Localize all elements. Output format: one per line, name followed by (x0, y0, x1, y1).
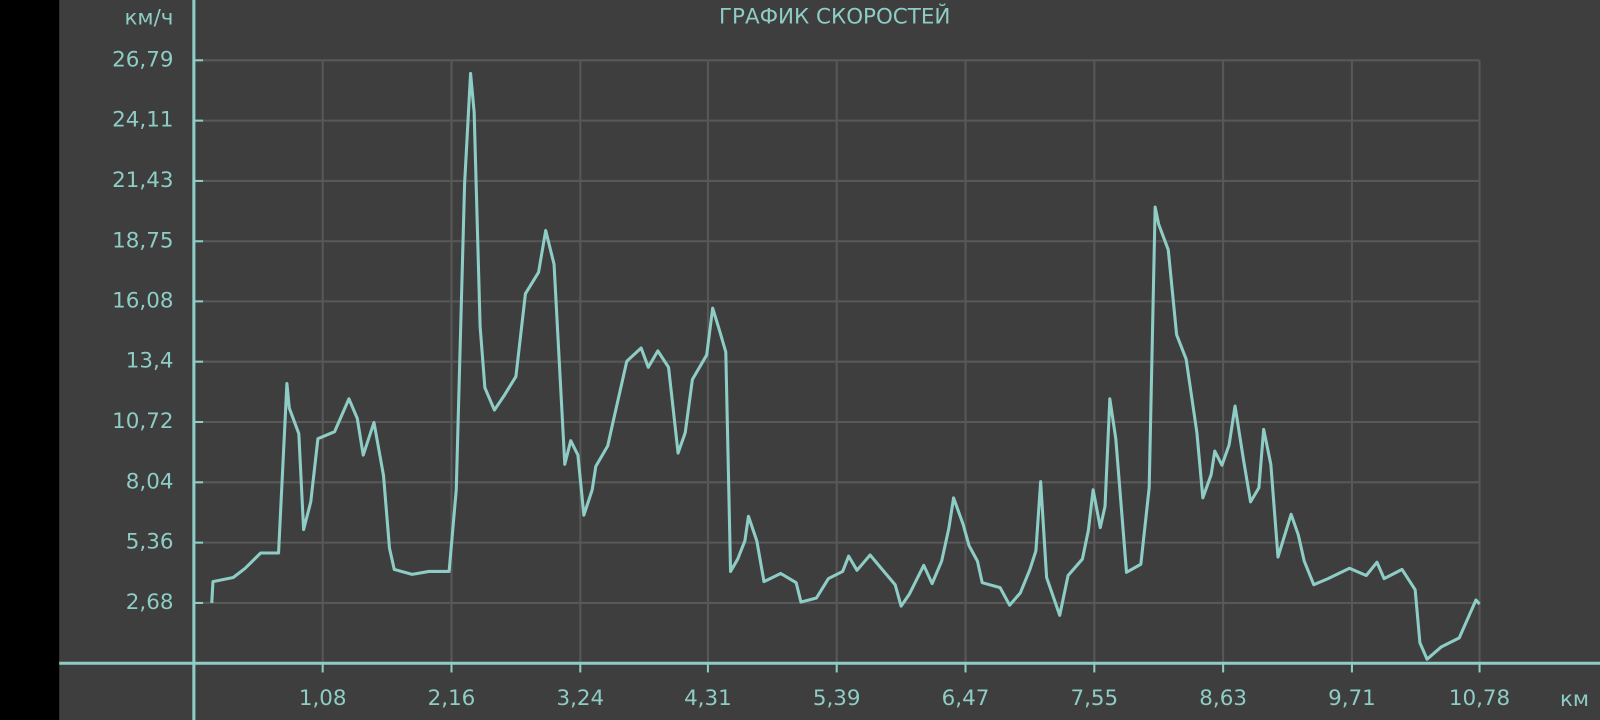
x-tick-label: 1,08 (299, 686, 347, 711)
x-tick-label: 6,47 (942, 686, 990, 711)
y-tick-label: 2,68 (126, 590, 174, 615)
x-tick-label: 2,16 (428, 686, 476, 711)
x-tick-label: 5,39 (813, 686, 861, 711)
x-tick-label: 10,78 (1449, 686, 1510, 711)
x-axis-label: км (1560, 687, 1589, 712)
chart-background (59, 0, 1600, 720)
y-tick-label: 5,36 (126, 530, 174, 555)
x-tick-label: 8,63 (1199, 686, 1247, 711)
x-tick-label: 3,24 (556, 686, 604, 711)
left-strip (0, 0, 60, 720)
y-tick-label: 18,75 (112, 228, 173, 253)
y-tick-label: 8,04 (126, 469, 174, 494)
y-tick-label: 10,72 (112, 409, 173, 434)
y-tick-label: 16,08 (112, 288, 173, 313)
x-tick-label: 7,55 (1070, 686, 1118, 711)
y-tick-label: 24,11 (112, 108, 173, 133)
y-axis-label: км/ч (125, 5, 174, 30)
speed-line (210, 71, 1481, 661)
y-tick-label: 13,4 (126, 349, 174, 374)
x-tick-label: 4,31 (684, 686, 732, 711)
x-tick-label: 9,71 (1328, 686, 1376, 711)
chart-title: ГРАФИК СКОРОСТЕЙ (719, 3, 950, 29)
y-tick-label: 26,79 (112, 47, 173, 72)
y-tick-label: 21,43 (112, 168, 173, 193)
